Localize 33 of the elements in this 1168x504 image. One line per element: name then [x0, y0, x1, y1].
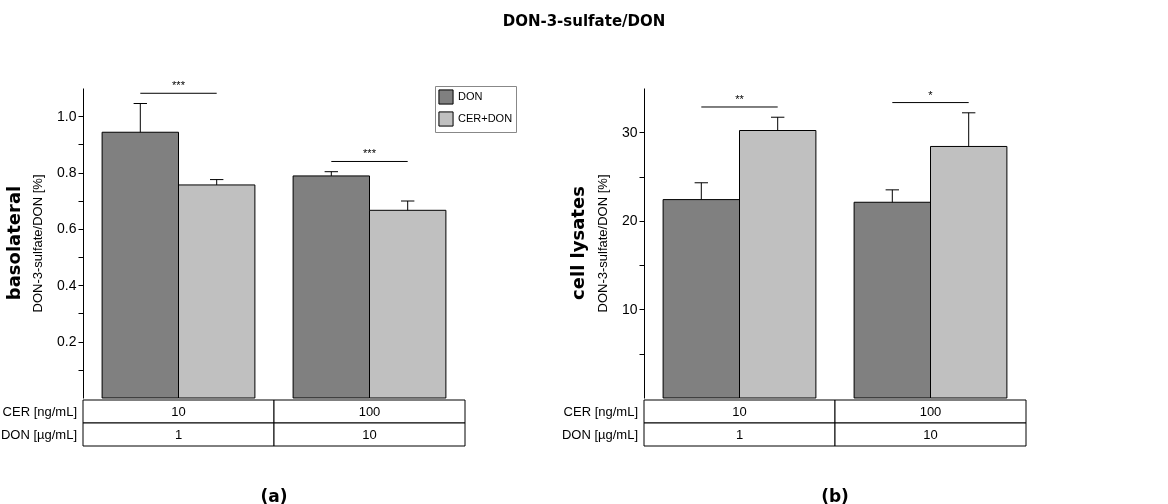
- text: (b): [821, 485, 849, 504]
- text: 1: [174, 426, 183, 442]
- legend-label: DON: [458, 90, 483, 102]
- x-tick-label: 100: [919, 403, 942, 419]
- text: basolateral: [2, 185, 24, 301]
- text: (a): [260, 485, 288, 504]
- y-axis-title: DON-3-sulfate/DON [%]: [30, 174, 46, 313]
- text: 10: [362, 426, 377, 442]
- y-tick-label: 1.0: [57, 107, 77, 124]
- text: DON [µg/mL]: [0, 426, 77, 442]
- text: DON-3-sulfate/DON: [501, 12, 667, 30]
- x-tick-label: 10: [171, 403, 186, 419]
- y-tick-label: 0.8: [57, 164, 77, 181]
- y-tick-label: 20: [621, 212, 638, 229]
- x-axis-title: CER [ng/mL]: [2, 403, 77, 419]
- text: DON [µg/mL]: [561, 426, 638, 442]
- y-tick-label: 0.4: [57, 276, 77, 293]
- y-tick-label: 0.2: [57, 333, 77, 350]
- y-tick-label: 10: [621, 300, 638, 317]
- annotation: ***: [363, 147, 377, 160]
- annotation: ***: [172, 79, 186, 92]
- y-tick-label: 30: [621, 123, 638, 140]
- y-tick-label: 0.6: [57, 220, 77, 237]
- x-axis-title: CER [ng/mL]: [563, 403, 638, 419]
- text: 10: [923, 426, 938, 442]
- x-tick-label: 10: [732, 403, 747, 419]
- annotation: *: [928, 88, 934, 101]
- x-tick-label: 100: [358, 403, 381, 419]
- text: cell lysates: [567, 186, 589, 300]
- text: 1: [735, 426, 744, 442]
- legend-label: CER+DON: [458, 112, 513, 124]
- y-axis-title: DON-3-sulfate/DON [%]: [594, 174, 610, 313]
- annotation: **: [735, 93, 745, 105]
